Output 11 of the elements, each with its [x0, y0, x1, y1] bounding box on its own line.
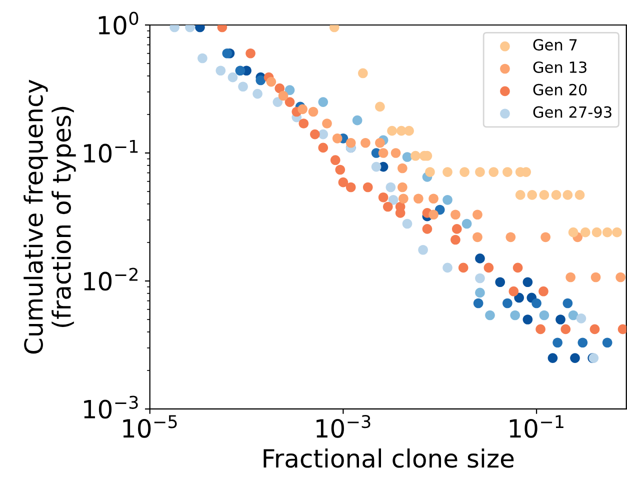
y-tick-label: 10$^{0}$ — [98, 12, 138, 35]
legend-label: Gen 27-93 — [533, 106, 612, 118]
x-axis-title: Fractional clone size — [264, 448, 514, 468]
y-axis-title: Cumulative frequency (fraction of types) — [24, 80, 76, 354]
legend-label: Gen 13 — [533, 61, 586, 73]
x-tick-label: 10$^{−1}$ — [510, 415, 564, 438]
x-tick-label: 10$^{−3}$ — [316, 414, 370, 438]
y-tick-label: 10$^{−1}$ — [84, 140, 138, 163]
legend-label: Gen 20 — [533, 84, 587, 96]
legend-label: Gen 7 — [533, 39, 577, 51]
y-tick-label: 10$^{−2}$ — [84, 268, 138, 291]
